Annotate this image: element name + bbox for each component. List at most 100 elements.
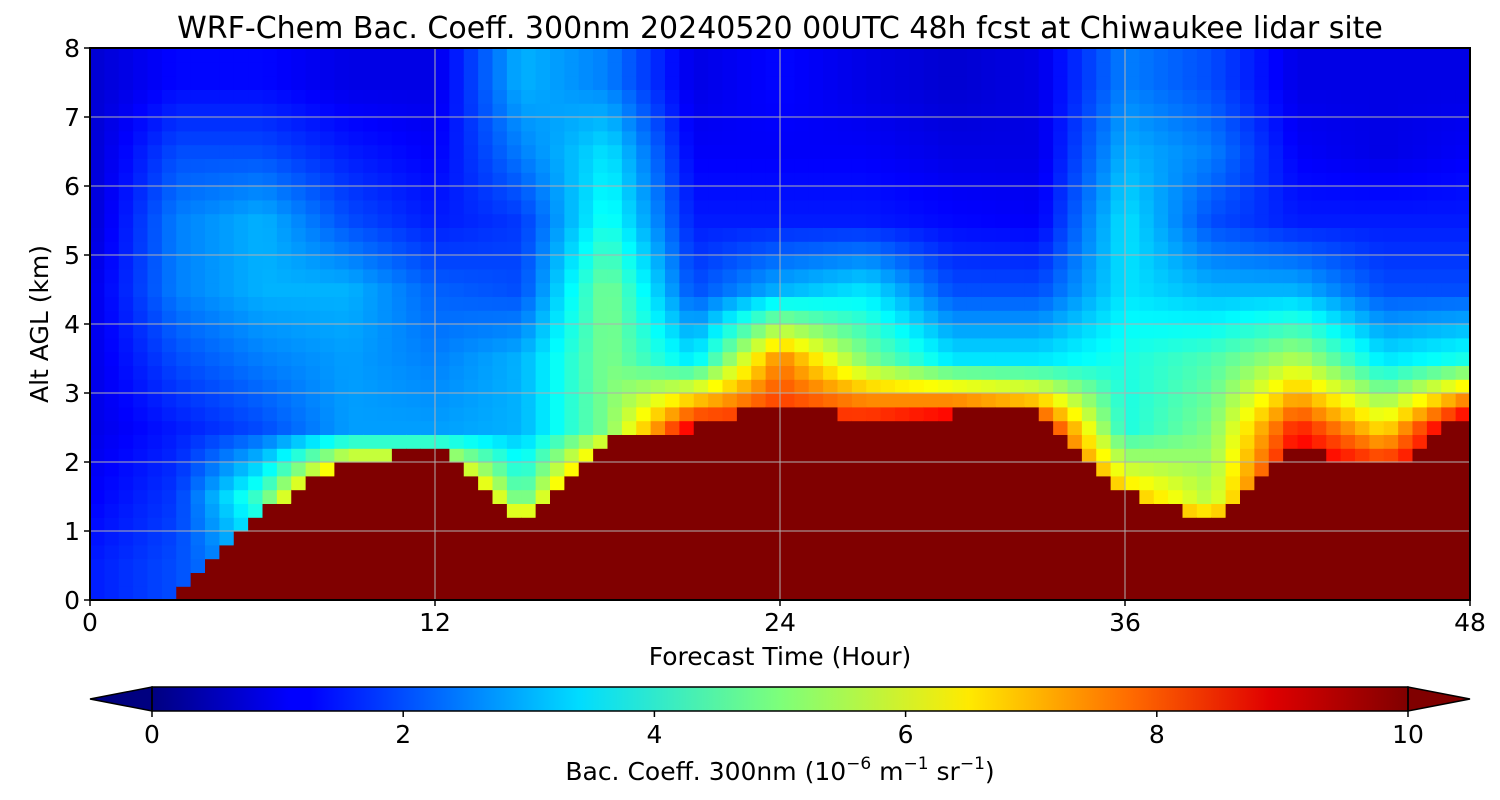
heatmap-cell — [449, 489, 465, 504]
heatmap-cell — [995, 558, 1011, 573]
heatmap-cell — [923, 351, 939, 366]
heatmap-cell — [909, 144, 925, 159]
heatmap-cell — [665, 227, 680, 242]
heatmap-cell — [995, 379, 1011, 394]
heatmap-cell — [823, 61, 839, 77]
heatmap-cell — [478, 75, 494, 90]
heatmap-cell — [90, 324, 105, 339]
heatmap-cell — [923, 158, 939, 173]
heatmap-cell — [1398, 379, 1414, 394]
heatmap-cell — [478, 172, 494, 187]
heatmap-cell — [1441, 310, 1457, 325]
heatmap-cell — [1139, 103, 1155, 118]
heatmap-cell — [1240, 61, 1255, 77]
heatmap-cell — [291, 393, 307, 408]
heatmap-cell — [535, 199, 551, 215]
heatmap-cell — [1311, 130, 1327, 146]
heatmap-cell — [1311, 572, 1327, 587]
heatmap-cell — [823, 337, 839, 353]
heatmap-cell — [765, 199, 781, 215]
heatmap-cell — [1125, 103, 1140, 118]
heatmap-cell — [1182, 144, 1198, 159]
heatmap-cell — [909, 462, 925, 477]
heatmap-cell — [981, 448, 997, 463]
heatmap-cell — [1383, 475, 1399, 491]
heatmap-cell — [794, 544, 810, 560]
heatmap-cell — [1398, 324, 1414, 339]
heatmap-cell — [420, 268, 436, 284]
heatmap-cell — [823, 199, 839, 215]
heatmap-cell — [1024, 268, 1040, 284]
heatmap-cell — [736, 89, 752, 104]
heatmap-cell — [1254, 241, 1270, 256]
heatmap-cell — [449, 475, 465, 491]
heatmap-cell — [1441, 586, 1457, 600]
heatmap-cell — [363, 296, 379, 311]
heatmap-cell — [1340, 531, 1356, 546]
heatmap-cell — [866, 420, 882, 435]
heatmap-cell — [578, 213, 594, 228]
heatmap-cell — [1010, 517, 1025, 532]
heatmap-cell — [780, 531, 795, 546]
heatmap-cell — [1110, 558, 1126, 573]
heatmap-cell — [722, 227, 738, 242]
heatmap-cell — [650, 475, 666, 491]
heatmap-cell — [938, 130, 954, 146]
heatmap-cell — [248, 144, 264, 159]
heatmap-cell — [938, 365, 954, 380]
heatmap-cell — [636, 103, 652, 118]
heatmap-cell — [693, 89, 709, 104]
heatmap-cell — [1441, 103, 1457, 118]
heatmap-cell — [1182, 103, 1198, 118]
heatmap-cell — [449, 558, 465, 573]
heatmap-cell — [1053, 420, 1069, 435]
heatmap-cell — [1412, 379, 1428, 394]
heatmap-cell — [780, 462, 795, 477]
heatmap-cell — [463, 475, 479, 491]
heatmap-cell — [406, 434, 422, 449]
heatmap-cell — [248, 213, 264, 228]
heatmap-cell — [765, 531, 781, 546]
heatmap-cell — [363, 241, 379, 256]
heatmap-cell — [866, 310, 882, 325]
heatmap-cell — [248, 365, 264, 380]
heatmap-cell — [1125, 351, 1140, 366]
heatmap-cell — [1067, 434, 1083, 449]
heatmap-cell — [420, 103, 436, 118]
heatmap-cell — [1441, 282, 1457, 297]
heatmap-cell — [751, 103, 767, 118]
heatmap-cell — [1426, 282, 1442, 297]
heatmap-cell — [190, 61, 206, 77]
heatmap-cell — [90, 227, 105, 242]
heatmap-cell — [1067, 199, 1083, 215]
heatmap-cell — [320, 351, 335, 366]
heatmap-cell — [1211, 448, 1227, 463]
heatmap-cell — [1369, 255, 1385, 270]
heatmap-cell — [1240, 365, 1255, 380]
heatmap-cell — [205, 558, 220, 573]
heatmap-cell — [1297, 503, 1313, 518]
heatmap-cell — [391, 337, 407, 353]
heatmap-cell — [1326, 199, 1342, 215]
heatmap-cell — [506, 420, 522, 435]
heatmap-cell — [708, 503, 724, 518]
heatmap-cell — [995, 89, 1011, 104]
heatmap-cell — [1225, 199, 1241, 215]
heatmap-cell — [780, 420, 795, 435]
heatmap-cell — [1383, 61, 1399, 77]
heatmap-cell — [938, 61, 954, 77]
heatmap-cell — [291, 144, 307, 159]
heatmap-cell — [1383, 186, 1399, 201]
heatmap-cell — [1196, 172, 1212, 187]
heatmap-cell — [880, 117, 896, 132]
heatmap-cell — [837, 324, 853, 339]
heatmap-cell — [334, 379, 350, 394]
heatmap-cell — [492, 572, 508, 587]
heatmap-cell — [1067, 448, 1083, 463]
heatmap-cell — [506, 337, 522, 353]
heatmap-cell — [320, 268, 335, 284]
heatmap-cell — [751, 475, 767, 491]
heatmap-cell — [1139, 475, 1155, 491]
heatmap-cell — [1125, 544, 1140, 560]
heatmap-cell — [564, 489, 580, 504]
